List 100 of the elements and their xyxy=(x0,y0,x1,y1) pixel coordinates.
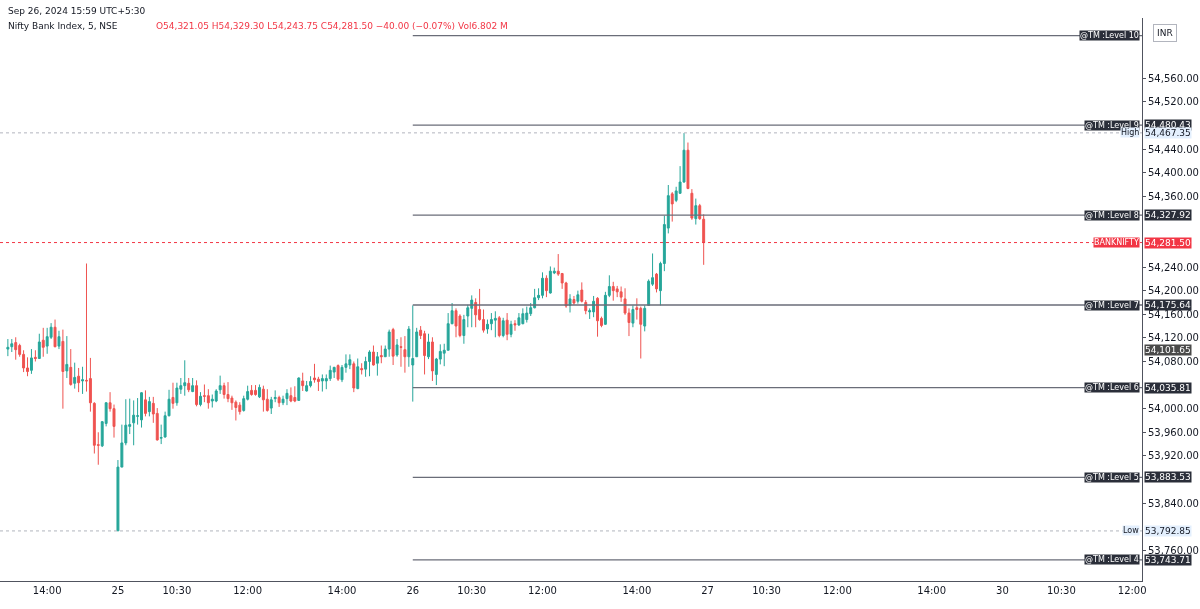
candlestick xyxy=(61,329,65,410)
candlestick xyxy=(403,335,407,374)
candlestick xyxy=(273,389,277,403)
x-tick-label: 10:30 xyxy=(752,585,781,596)
ref-line-label: @TM :Level 5 xyxy=(1085,473,1139,482)
y-tick-label: 54,120.00 xyxy=(1148,332,1199,344)
candlestick xyxy=(655,272,658,293)
candlestick xyxy=(171,382,175,410)
x-tick-label: 10:30 xyxy=(162,585,192,596)
candlestick xyxy=(297,376,301,401)
y-tick-label: 53,760.00 xyxy=(1148,544,1199,556)
candlestick xyxy=(261,385,265,413)
candlestick xyxy=(57,330,61,350)
x-tick-label: 14:00 xyxy=(327,585,357,596)
candlestick xyxy=(332,366,336,379)
y-tick-label: 53,920.00 xyxy=(1148,450,1199,462)
candlestick xyxy=(143,389,147,417)
candlestick xyxy=(611,281,615,302)
ref-line-label: @TM :Level 7 xyxy=(1085,301,1139,310)
candlestick xyxy=(348,353,352,370)
candlestick xyxy=(6,338,10,357)
candlestick xyxy=(250,384,254,397)
candlestick xyxy=(686,142,690,190)
ref-line-label: @TM :Level 6 xyxy=(1085,383,1139,392)
candlestick xyxy=(470,294,474,328)
chart-title: Nifty Bank Index, 5, NSE xyxy=(8,21,118,31)
candlestick xyxy=(643,304,647,332)
candlestick xyxy=(238,401,242,416)
candlestick xyxy=(694,198,698,226)
candlestick xyxy=(352,360,356,393)
candlestick xyxy=(257,383,261,399)
candlestick xyxy=(615,285,619,298)
candlestick xyxy=(336,363,340,382)
x-tick-label: 10:30 xyxy=(457,585,487,596)
candlestick xyxy=(497,315,501,338)
candlestick xyxy=(572,295,576,306)
x-tick-label: 26 xyxy=(406,585,420,596)
candlestick xyxy=(65,335,69,379)
candlestick xyxy=(395,338,399,358)
candlestick xyxy=(183,359,187,397)
candlestick xyxy=(269,396,273,415)
candlestick xyxy=(285,388,289,406)
ref-line-label: @TM :Level 4 xyxy=(1085,555,1139,564)
candlestick xyxy=(702,213,706,266)
candlestick xyxy=(175,382,179,407)
candlestick xyxy=(368,349,371,377)
candlestick xyxy=(309,375,313,388)
candlestick xyxy=(277,395,281,408)
ref-line-label: High xyxy=(1121,128,1140,137)
y-tick-label: 54,560.00 xyxy=(1148,72,1199,84)
candlestick xyxy=(580,281,584,303)
ref-line-label: @TM :Level 8 xyxy=(1085,211,1139,220)
x-tick-label: 14:00 xyxy=(32,585,62,596)
y-tick-label: 54,520.00 xyxy=(1148,96,1199,108)
candlestick xyxy=(517,312,521,327)
candlestick xyxy=(191,377,195,393)
candlestick xyxy=(387,329,391,358)
candlestick xyxy=(77,367,81,393)
candlestick xyxy=(544,274,548,298)
x-tick-label: 12:00 xyxy=(528,585,557,596)
y-tick-label: 53,960.00 xyxy=(1148,426,1199,438)
text: Sep 26, 2024 15:59 UTC+5:30 xyxy=(8,6,146,16)
candlestick xyxy=(541,271,544,299)
text: 54,327.92 xyxy=(1145,210,1191,220)
candlestick xyxy=(69,348,73,387)
candlestick xyxy=(576,290,580,305)
candlestick xyxy=(427,333,430,360)
candlestick xyxy=(206,388,210,410)
x-tick-label: 27 xyxy=(701,585,714,596)
chart-subtitle: O54,321.05 H54,329.30 L54,243.75 C54,281.50 −40.00 (−0.07%) Vol6.802 M xyxy=(156,21,508,31)
ref-line-label: @TM :Level 10 xyxy=(1080,31,1139,40)
candlestick xyxy=(521,307,525,325)
candlestick xyxy=(372,345,375,367)
text: 54,480.43 xyxy=(1145,120,1191,130)
candlestick xyxy=(407,325,411,368)
candlestick xyxy=(305,380,309,393)
candlestick xyxy=(41,327,45,358)
candlestick xyxy=(423,330,427,375)
candlestick xyxy=(293,385,297,403)
candlestick xyxy=(513,319,517,332)
candlestick xyxy=(391,327,395,366)
text: 53,883.53 xyxy=(1145,472,1191,482)
x-tick-label: 25 xyxy=(111,585,125,596)
candlestick xyxy=(222,382,226,400)
candlestick xyxy=(411,304,415,403)
text: 54,467.35 xyxy=(1145,128,1191,138)
candlestick xyxy=(454,307,458,338)
candlestick xyxy=(147,396,151,417)
text: 54,035.81 xyxy=(1145,383,1191,393)
candlestick xyxy=(14,336,18,361)
candlestick xyxy=(379,345,383,364)
candlestick xyxy=(698,203,702,221)
candlestick xyxy=(195,379,199,407)
y-tick-label: 54,440.00 xyxy=(1148,143,1199,155)
candlestick xyxy=(360,362,364,375)
text: 54,281.50 xyxy=(1145,238,1192,248)
candlestick xyxy=(140,391,143,429)
text: INR xyxy=(1157,28,1173,38)
candlestick xyxy=(81,366,85,395)
y-tick-label: 54,200.00 xyxy=(1148,285,1199,297)
